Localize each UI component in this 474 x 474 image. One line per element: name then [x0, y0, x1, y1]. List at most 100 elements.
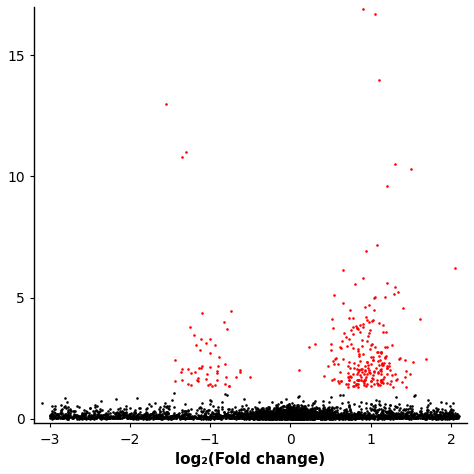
Point	[249, 414, 257, 422]
Point	[406, 411, 414, 419]
Point	[348, 415, 356, 422]
Point	[370, 353, 377, 361]
Point	[320, 414, 328, 421]
Point	[235, 411, 242, 419]
Point	[415, 411, 423, 419]
Point	[266, 414, 274, 422]
Point	[134, 411, 141, 419]
Point	[284, 413, 292, 420]
Point	[419, 412, 427, 419]
Point	[58, 414, 65, 422]
Point	[255, 410, 263, 417]
Point	[356, 413, 363, 421]
Point	[291, 414, 298, 422]
Point	[330, 413, 338, 421]
Point	[378, 407, 386, 415]
Point	[285, 412, 292, 420]
Point	[310, 414, 318, 422]
Point	[311, 411, 319, 419]
Point	[314, 414, 322, 422]
Point	[278, 410, 285, 418]
Point	[351, 414, 358, 421]
Point	[158, 415, 166, 422]
Point	[311, 414, 319, 421]
Point	[273, 411, 281, 419]
Point	[280, 414, 287, 422]
Point	[378, 411, 386, 419]
Point	[296, 410, 304, 418]
Point	[64, 414, 71, 421]
Point	[292, 414, 300, 422]
Point	[286, 414, 293, 421]
Point	[283, 414, 290, 421]
Point	[145, 411, 153, 419]
Point	[194, 411, 201, 419]
Point	[265, 412, 273, 420]
Point	[259, 413, 266, 420]
Point	[447, 408, 454, 415]
Point	[57, 401, 65, 409]
Point	[281, 411, 289, 419]
Point	[431, 412, 439, 419]
Point	[214, 409, 222, 416]
Point	[312, 414, 319, 421]
Point	[340, 413, 347, 420]
Point	[199, 415, 206, 422]
Point	[330, 413, 337, 421]
Point	[266, 414, 274, 421]
Point	[273, 414, 281, 421]
Point	[373, 376, 380, 384]
Point	[127, 409, 135, 417]
Point	[365, 414, 373, 421]
Point	[293, 414, 301, 421]
Point	[267, 410, 275, 417]
Point	[363, 408, 371, 415]
Point	[79, 411, 86, 419]
Point	[299, 413, 307, 421]
Point	[265, 413, 273, 421]
Point	[271, 414, 278, 421]
Point	[123, 411, 131, 419]
Point	[193, 415, 201, 422]
Point	[194, 413, 201, 421]
Point	[269, 414, 276, 422]
Point	[293, 414, 301, 422]
Point	[295, 414, 303, 422]
Point	[280, 411, 288, 419]
Point	[405, 409, 413, 416]
Point	[84, 414, 92, 422]
Point	[170, 403, 178, 410]
Point	[368, 414, 376, 422]
Point	[216, 415, 223, 422]
Point	[331, 410, 338, 418]
Point	[302, 412, 310, 419]
Point	[214, 406, 221, 414]
Point	[326, 415, 334, 422]
Point	[284, 414, 292, 422]
Point	[275, 414, 283, 422]
Point	[305, 410, 312, 418]
Point	[290, 410, 298, 418]
Point	[386, 410, 393, 418]
Point	[298, 414, 306, 421]
Point	[296, 412, 304, 419]
Point	[184, 406, 192, 414]
Point	[228, 408, 236, 415]
Point	[267, 412, 274, 420]
Point	[246, 413, 253, 420]
Point	[155, 412, 162, 420]
Point	[289, 411, 297, 419]
Point	[292, 410, 300, 418]
Point	[287, 414, 294, 422]
Point	[273, 410, 281, 417]
Point	[326, 406, 333, 413]
Point	[440, 413, 447, 421]
Point	[271, 410, 278, 418]
Point	[212, 412, 220, 419]
Point	[300, 411, 307, 419]
Point	[448, 413, 456, 421]
Point	[310, 414, 317, 421]
Point	[295, 414, 302, 422]
Point	[62, 410, 69, 418]
Point	[151, 414, 159, 422]
